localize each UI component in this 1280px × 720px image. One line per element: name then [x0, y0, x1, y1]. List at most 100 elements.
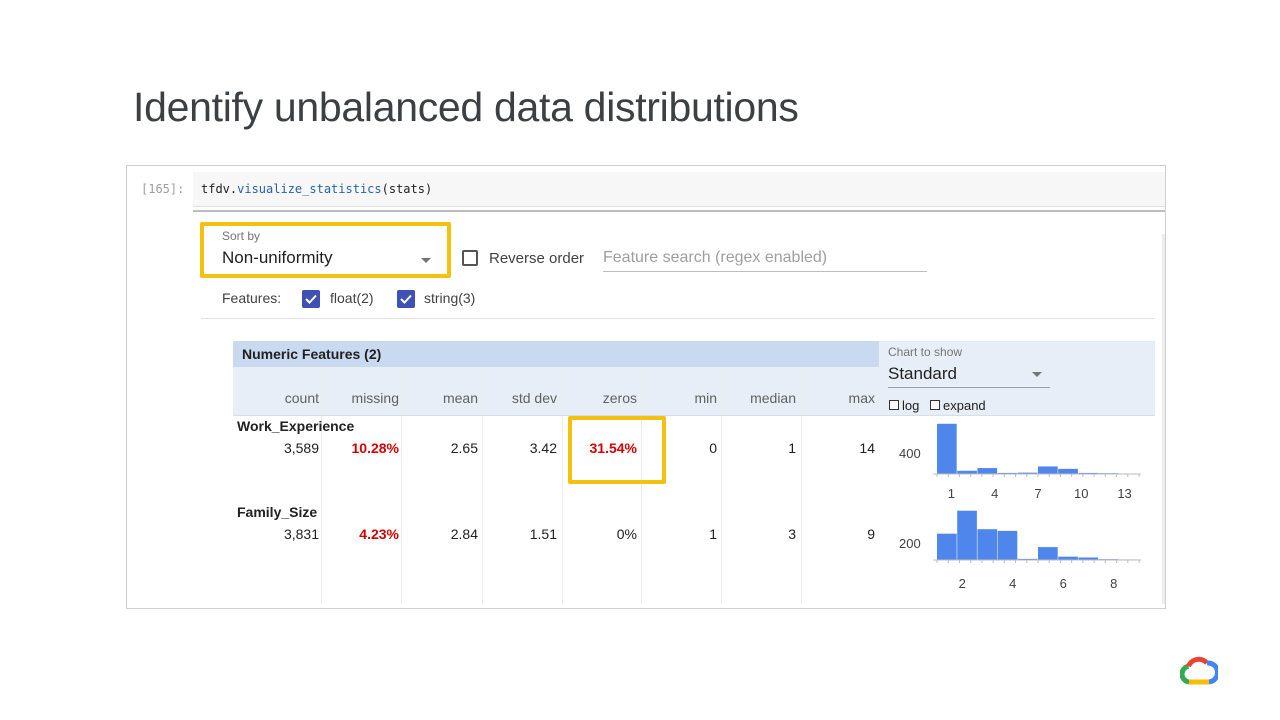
chart-controls-panel — [879, 341, 1155, 415]
feature-name-family-size[interactable]: Family_Size — [237, 504, 318, 520]
string-filter-checkbox[interactable] — [397, 290, 415, 308]
histogram-bar — [1017, 558, 1038, 560]
column-separator — [401, 367, 402, 604]
column-header-median[interactable]: median — [750, 390, 796, 406]
feature-search-input[interactable]: Feature search (regex enabled) — [603, 249, 828, 266]
chevron-down-icon — [1032, 372, 1042, 377]
column-header-std-dev[interactable]: std dev — [511, 390, 557, 406]
column-separator — [321, 367, 322, 604]
code-object: tfdv. — [201, 182, 238, 196]
histogram-bar — [1017, 472, 1038, 474]
x-tick-label: 4 — [1009, 576, 1016, 591]
slide-title: Identify unbalanced data distributions — [133, 84, 799, 130]
table-cell: 0% — [616, 526, 637, 542]
sort-by-value: Non-uniformity — [222, 248, 333, 267]
google-cloud-logo — [1180, 656, 1218, 685]
histogram-bar — [1038, 547, 1058, 560]
histogram-bar — [1058, 468, 1078, 474]
float-filter-checkbox[interactable] — [302, 290, 320, 308]
filter-divider — [201, 318, 1155, 319]
notebook-cell: [165]: tfdv.visualize_statistics(stats) … — [126, 165, 1166, 609]
histogram-bar — [1078, 557, 1099, 560]
features-label: Features: — [222, 290, 282, 306]
column-header-min[interactable]: min — [694, 390, 717, 406]
code-args: (stats) — [381, 182, 433, 196]
table-cell: 9 — [867, 526, 875, 542]
expand-label: expand — [943, 398, 986, 413]
reverse-order-checkbox[interactable] — [462, 250, 478, 266]
table-cell: 0 — [709, 440, 717, 456]
column-header-row — [233, 367, 879, 415]
output-scrollbar[interactable] — [1162, 234, 1165, 604]
expand-checkbox[interactable] — [930, 400, 940, 410]
histogram-family-size: 200 2 4 6 8 — [899, 510, 1141, 591]
sort-by-label: Sort by — [222, 229, 261, 243]
column-separator — [641, 367, 642, 604]
histogram-bar — [1058, 556, 1078, 560]
histogram-bar — [977, 529, 998, 560]
histogram-bar — [997, 530, 1018, 560]
column-header-missing[interactable]: missing — [351, 390, 399, 406]
column-header-max[interactable]: max — [848, 390, 875, 406]
table-cell: 3 — [788, 526, 796, 542]
histogram-bar — [957, 510, 977, 560]
chart-to-show-label: Chart to show — [888, 345, 963, 359]
check-icon — [305, 294, 317, 304]
table-cell: 3,831 — [283, 526, 319, 542]
feature-name-work-experience[interactable]: Work_Experience — [237, 418, 355, 434]
column-separator — [562, 367, 563, 604]
table-cell: 3,589 — [283, 440, 319, 456]
y-tick-label: 200 — [899, 536, 921, 551]
table-cell: 1 — [709, 526, 717, 542]
table-cell: 3.42 — [529, 440, 557, 456]
table-cell: 1 — [788, 440, 796, 456]
column-header-mean[interactable]: mean — [442, 390, 478, 406]
log-label: log — [902, 398, 920, 413]
chart-to-show-value: Standard — [888, 364, 957, 383]
code-function: visualize_statistics — [237, 182, 382, 196]
sort-highlight-box — [200, 222, 451, 278]
table-cell: 2.65 — [450, 440, 478, 456]
x-tick-label: 13 — [1117, 486, 1131, 501]
x-tick-label: 7 — [1034, 486, 1041, 501]
table-cell: 2.84 — [450, 526, 478, 542]
check-icon — [400, 294, 412, 304]
search-underline — [603, 271, 927, 272]
header-divider — [233, 415, 1155, 416]
code-input[interactable]: tfdv.visualize_statistics(stats) — [193, 172, 1165, 207]
cell-prompt: [165]: — [141, 182, 185, 196]
zeros-highlight-box — [568, 416, 666, 484]
table-cell-zeros: 31.54% — [589, 440, 637, 456]
histogram-work-experience: 400 1 4 7 10 13 — [899, 423, 1141, 501]
code-line: tfdv.visualize_statistics(stats) — [201, 182, 432, 196]
x-tick-label: 1 — [948, 486, 955, 501]
section-title: Numeric Features (2) — [242, 346, 382, 362]
y-tick-label: 400 — [899, 446, 921, 461]
output-divider — [193, 210, 1165, 212]
histogram-bar — [977, 468, 998, 474]
table-cell: 1.51 — [529, 526, 557, 542]
x-tick-label: 4 — [991, 486, 998, 501]
histogram-bar — [937, 533, 957, 560]
x-tick-label: 10 — [1074, 486, 1088, 501]
reverse-order-label: Reverse order — [489, 250, 585, 267]
dropdown-underline — [888, 387, 1050, 388]
column-header-count[interactable]: count — [284, 390, 319, 406]
table-cell-missing: 10.28% — [351, 440, 399, 456]
table-cell: 14 — [859, 440, 875, 456]
column-header-zeros[interactable]: zeros — [602, 390, 637, 406]
column-separator — [801, 367, 802, 604]
histogram-bar — [957, 470, 977, 474]
float-filter-label: float(2) — [330, 290, 374, 306]
histogram-bar — [997, 472, 1018, 474]
x-tick-label: 8 — [1110, 576, 1117, 591]
x-tick-label: 6 — [1060, 576, 1067, 591]
column-separator — [482, 367, 483, 604]
log-checkbox[interactable] — [889, 400, 899, 410]
histogram-bar — [937, 423, 957, 474]
x-tick-label: 2 — [959, 576, 966, 591]
string-filter-label: string(3) — [424, 290, 476, 306]
table-cell-missing: 4.23% — [359, 526, 399, 542]
numeric-features-header: Numeric Features (2) — [233, 341, 879, 367]
histogram-bar — [1038, 466, 1058, 474]
